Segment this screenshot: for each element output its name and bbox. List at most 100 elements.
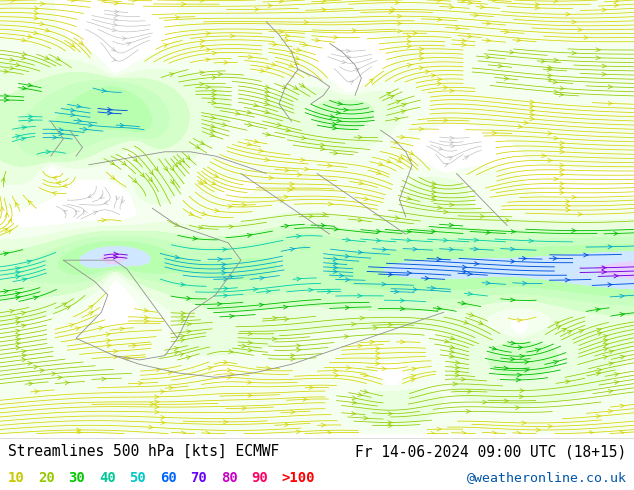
FancyArrowPatch shape [333,35,339,39]
FancyArrowPatch shape [15,271,20,275]
FancyArrowPatch shape [602,8,607,12]
FancyArrowPatch shape [22,86,27,90]
FancyArrowPatch shape [77,428,81,432]
FancyArrowPatch shape [266,66,271,69]
FancyArrowPatch shape [409,151,413,155]
FancyArrowPatch shape [22,354,27,358]
FancyArrowPatch shape [110,175,115,179]
FancyArrowPatch shape [155,410,159,414]
FancyArrowPatch shape [517,318,522,322]
FancyArrowPatch shape [53,135,58,139]
FancyArrowPatch shape [62,184,67,188]
FancyArrowPatch shape [255,7,259,11]
FancyArrowPatch shape [377,229,381,233]
FancyArrowPatch shape [602,73,607,76]
FancyArrowPatch shape [474,238,479,242]
FancyArrowPatch shape [609,350,614,354]
FancyArrowPatch shape [301,158,305,162]
FancyArrowPatch shape [181,319,186,323]
FancyArrowPatch shape [285,168,290,172]
FancyArrowPatch shape [21,56,26,59]
FancyArrowPatch shape [388,424,393,428]
FancyArrowPatch shape [449,223,454,227]
FancyArrowPatch shape [413,31,417,35]
FancyArrowPatch shape [450,136,454,140]
FancyArrowPatch shape [462,301,466,305]
FancyArrowPatch shape [608,85,612,89]
FancyArrowPatch shape [560,186,564,190]
FancyArrowPatch shape [320,143,325,147]
FancyArrowPatch shape [29,201,32,205]
FancyArrowPatch shape [554,90,559,94]
FancyArrowPatch shape [10,58,15,62]
FancyArrowPatch shape [553,361,559,364]
FancyArrowPatch shape [171,180,174,184]
FancyArrowPatch shape [217,257,223,261]
FancyArrowPatch shape [169,73,174,76]
FancyArrowPatch shape [101,89,107,93]
FancyArrowPatch shape [346,306,350,310]
FancyArrowPatch shape [217,302,222,306]
FancyArrowPatch shape [138,381,143,385]
FancyArrowPatch shape [227,368,232,372]
FancyArrowPatch shape [264,89,269,93]
FancyArrowPatch shape [407,35,411,39]
FancyArrowPatch shape [321,147,325,151]
FancyArrowPatch shape [133,0,137,2]
FancyArrowPatch shape [609,362,614,366]
FancyArrowPatch shape [608,245,612,249]
FancyArrowPatch shape [548,66,552,70]
FancyArrowPatch shape [296,430,301,434]
FancyArrowPatch shape [347,55,351,59]
FancyArrowPatch shape [547,68,552,72]
FancyArrowPatch shape [149,425,153,429]
FancyArrowPatch shape [208,367,213,370]
FancyArrowPatch shape [516,378,521,382]
FancyArrowPatch shape [511,259,515,263]
FancyArrowPatch shape [328,164,332,168]
FancyArrowPatch shape [386,159,392,163]
FancyArrowPatch shape [562,328,566,332]
FancyArrowPatch shape [444,339,450,343]
FancyArrowPatch shape [321,223,326,227]
FancyArrowPatch shape [285,38,290,42]
FancyArrowPatch shape [530,117,534,121]
FancyArrowPatch shape [346,278,350,282]
FancyArrowPatch shape [297,277,301,281]
FancyArrowPatch shape [193,237,198,240]
FancyArrowPatch shape [602,64,607,68]
FancyArrowPatch shape [112,28,117,32]
FancyArrowPatch shape [22,324,26,328]
FancyArrowPatch shape [260,69,265,73]
FancyArrowPatch shape [486,55,491,59]
FancyArrowPatch shape [230,315,235,318]
FancyArrowPatch shape [186,155,190,160]
FancyArrowPatch shape [33,296,38,300]
FancyArrowPatch shape [144,316,149,319]
FancyArrowPatch shape [520,389,524,392]
FancyArrowPatch shape [46,150,51,154]
FancyArrowPatch shape [566,208,571,212]
FancyArrowPatch shape [390,95,394,99]
FancyArrowPatch shape [388,412,392,416]
FancyArrowPatch shape [349,81,353,85]
FancyArrowPatch shape [268,4,273,8]
FancyArrowPatch shape [462,39,466,43]
FancyArrowPatch shape [419,56,424,60]
FancyArrowPatch shape [179,353,184,356]
FancyArrowPatch shape [462,265,467,269]
FancyArrowPatch shape [15,292,20,295]
FancyArrowPatch shape [444,210,448,214]
FancyArrowPatch shape [223,420,228,424]
FancyArrowPatch shape [517,38,521,42]
FancyArrowPatch shape [432,181,437,185]
FancyArrowPatch shape [121,199,125,203]
FancyArrowPatch shape [210,124,216,128]
FancyArrowPatch shape [181,334,185,338]
FancyArrowPatch shape [222,271,226,275]
FancyArrowPatch shape [53,176,57,180]
FancyArrowPatch shape [432,197,436,201]
FancyArrowPatch shape [224,287,228,291]
FancyArrowPatch shape [358,392,363,396]
FancyArrowPatch shape [604,347,608,351]
